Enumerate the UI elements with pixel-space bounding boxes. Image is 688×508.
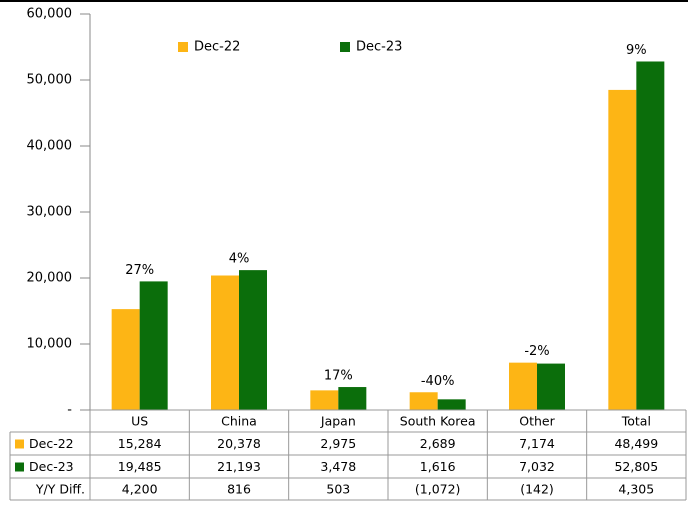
bar <box>211 275 239 410</box>
table-cell: 7,032 <box>519 459 555 474</box>
x-tick-label: South Korea <box>400 414 476 429</box>
y-tick-label: 10,000 <box>27 337 73 352</box>
bar <box>537 363 565 410</box>
bar <box>239 270 267 410</box>
x-tick-label: US <box>131 414 148 429</box>
table-cell: 15,284 <box>118 436 162 451</box>
legend-label: Dec-23 <box>356 40 402 55</box>
y-tick-label: - <box>67 403 72 418</box>
bar <box>310 390 339 410</box>
bar <box>509 362 537 410</box>
growth-label: 9% <box>626 43 647 58</box>
table-cell: 20,378 <box>217 436 261 451</box>
row-header: Dec-23 <box>29 459 74 474</box>
table-cell: 3,478 <box>320 459 356 474</box>
table-cell: 816 <box>227 482 251 497</box>
x-tick-label: China <box>221 414 257 429</box>
row-header: Y/Y Diff. <box>35 482 85 497</box>
x-tick-label: Other <box>519 414 555 429</box>
growth-label: 27% <box>125 263 154 278</box>
table-swatch <box>15 462 24 472</box>
table-cell: 52,805 <box>614 459 658 474</box>
y-tick-label: 30,000 <box>27 205 73 220</box>
growth-label: -2% <box>524 344 549 359</box>
row-header: Dec-22 <box>29 436 74 451</box>
bar <box>636 61 665 410</box>
table-cell: 2,689 <box>420 436 456 451</box>
bar <box>111 309 140 410</box>
growth-label: 17% <box>324 369 353 384</box>
growth-label: 4% <box>229 252 250 267</box>
y-tick-label: 20,000 <box>27 271 73 286</box>
y-tick-label: 40,000 <box>27 139 73 154</box>
table-cell: 4,305 <box>618 482 654 497</box>
bar <box>338 387 367 410</box>
table-cell: 4,200 <box>122 482 158 497</box>
x-tick-label: Japan <box>320 414 356 429</box>
table-cell: 21,193 <box>217 459 261 474</box>
table-cell: 2,975 <box>320 436 356 451</box>
y-tick-label: 50,000 <box>27 73 73 88</box>
bar <box>409 392 438 410</box>
y-tick-label: 60,000 <box>27 7 73 22</box>
legend-label: Dec-22 <box>194 40 240 55</box>
bar <box>437 399 466 410</box>
growth-label: -40% <box>421 374 455 389</box>
table-cell: 503 <box>326 482 350 497</box>
table-cell: 1,616 <box>420 459 456 474</box>
table-cell: 7,174 <box>519 436 555 451</box>
table-swatch <box>15 439 24 449</box>
table-cell: 19,485 <box>118 459 162 474</box>
table-cell: 48,499 <box>614 436 658 451</box>
table-cell: (142) <box>520 482 554 497</box>
bar <box>608 89 637 410</box>
x-tick-label: Total <box>621 414 651 429</box>
table-cell: (1,072) <box>415 482 461 497</box>
bar <box>139 281 168 410</box>
legend-swatch <box>340 42 350 52</box>
legend-swatch <box>178 42 188 52</box>
